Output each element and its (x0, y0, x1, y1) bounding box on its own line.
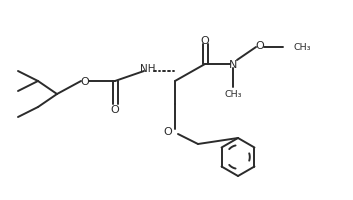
Text: CH₃: CH₃ (224, 90, 242, 99)
Text: O: O (163, 126, 172, 136)
Text: O: O (80, 77, 89, 87)
Text: O: O (110, 104, 119, 114)
Text: N: N (229, 60, 237, 70)
Text: O: O (256, 41, 264, 51)
Text: NH: NH (140, 64, 156, 74)
Text: O: O (201, 36, 209, 46)
Text: CH₃: CH₃ (293, 43, 311, 52)
